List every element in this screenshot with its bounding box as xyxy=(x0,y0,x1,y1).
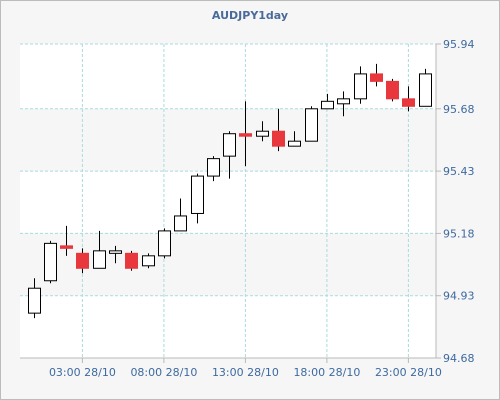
candle-body xyxy=(158,230,171,257)
y-tick-label: 95.43 xyxy=(443,165,475,178)
candle xyxy=(191,173,204,224)
candle-body xyxy=(354,73,367,100)
chart-title: AUDJPY1day xyxy=(211,9,289,22)
x-tick-label: 03:00 28/10 xyxy=(49,366,116,379)
candle xyxy=(28,278,41,319)
candle xyxy=(60,225,73,256)
candle-body xyxy=(402,98,415,107)
candle-body xyxy=(288,140,301,147)
candle-body xyxy=(272,130,285,147)
candle-body xyxy=(321,100,334,110)
candle xyxy=(337,91,350,117)
candle xyxy=(419,68,432,107)
candle-body xyxy=(305,108,318,142)
candle-body xyxy=(239,133,252,137)
candle xyxy=(402,86,415,112)
candle xyxy=(272,108,285,152)
x-tick-label: 13:00 28/10 xyxy=(212,366,279,379)
candle-body xyxy=(60,245,73,249)
candle xyxy=(305,106,318,142)
candle-body xyxy=(207,158,220,177)
candle-body xyxy=(142,255,155,267)
candle-body xyxy=(174,215,187,232)
candle-body xyxy=(337,98,350,105)
candle xyxy=(223,131,236,179)
candle xyxy=(354,66,367,104)
plot-band xyxy=(20,171,436,234)
candle-body xyxy=(93,250,106,269)
candle xyxy=(158,228,171,259)
candle xyxy=(288,131,301,147)
candle-body xyxy=(370,73,383,82)
y-tick-label: 94.68 xyxy=(443,352,475,365)
y-tick-label: 94.93 xyxy=(443,290,475,303)
candle xyxy=(44,240,57,284)
y-tick-label: 95.94 xyxy=(443,38,475,51)
candle xyxy=(109,245,122,264)
candle xyxy=(76,248,89,274)
y-tick-label: 95.68 xyxy=(443,103,475,116)
candle xyxy=(93,230,106,269)
candle xyxy=(142,253,155,269)
plot-band xyxy=(20,233,436,296)
x-tick-label: 23:00 28/10 xyxy=(375,366,442,379)
candle-body xyxy=(419,73,432,107)
candle-body xyxy=(386,80,399,100)
candle xyxy=(370,63,383,87)
x-tick-label: 08:00 28/10 xyxy=(130,366,197,379)
candle xyxy=(174,198,187,232)
candle xyxy=(256,121,269,142)
candle-body xyxy=(256,130,269,137)
candle-body xyxy=(28,287,41,314)
plot-band xyxy=(20,295,436,358)
y-tick-label: 95.18 xyxy=(443,227,475,240)
candle-body xyxy=(44,242,57,282)
y-axis-ticks: 95.94 95.68 95.43 95.18 94.93 94.68 xyxy=(436,38,475,365)
x-tick-label: 18:00 28/10 xyxy=(293,366,360,379)
candle-body xyxy=(191,175,204,214)
candle xyxy=(125,250,138,271)
candle-body xyxy=(109,250,122,254)
candle-body xyxy=(125,252,138,269)
candle xyxy=(207,156,220,182)
candles xyxy=(28,63,432,319)
background-bands xyxy=(20,44,436,358)
candle-body xyxy=(76,252,89,269)
axes xyxy=(20,44,437,359)
candle-body xyxy=(223,133,236,157)
candle xyxy=(386,78,399,102)
candle xyxy=(321,93,334,110)
x-axis-ticks: 03:00 28/10 08:00 28/10 13:00 28/10 18:00 2… xyxy=(49,358,442,379)
candle xyxy=(239,101,252,167)
